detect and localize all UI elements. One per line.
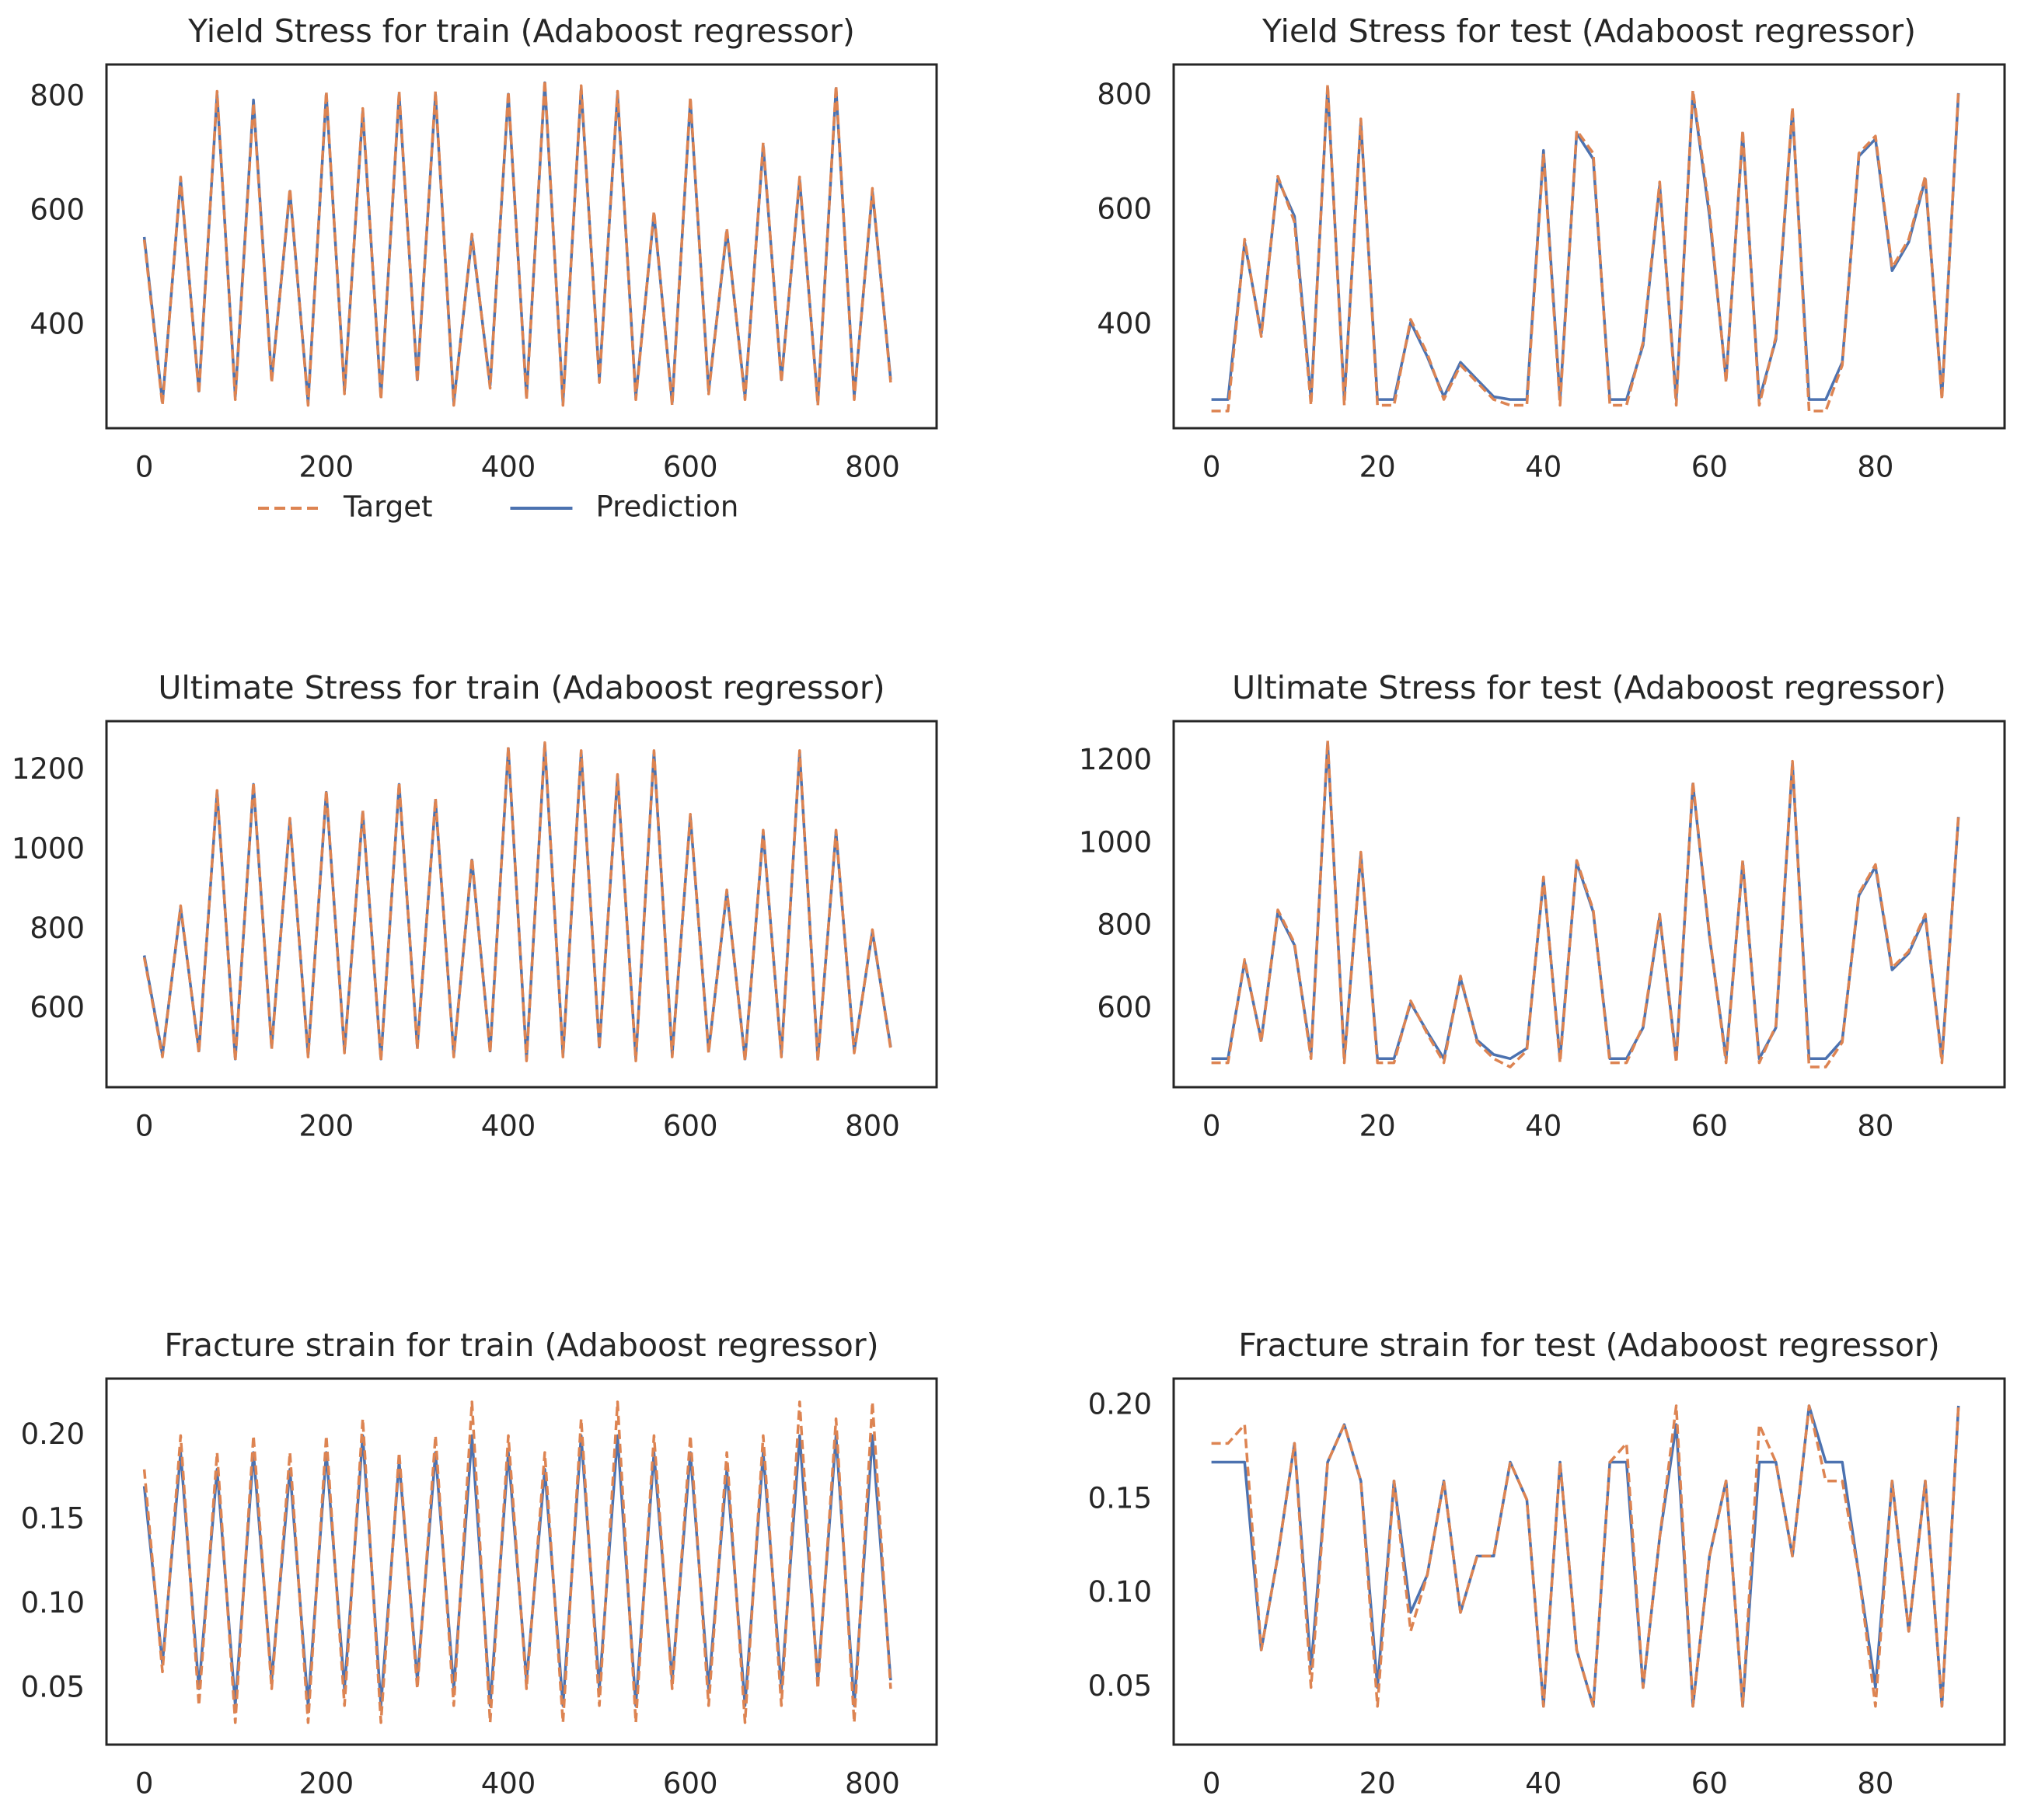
y-tick-label: 0.15	[1088, 1481, 1152, 1515]
x-tick-label: 200	[298, 1110, 354, 1143]
axes-frame	[105, 720, 938, 1089]
y-tick-label: 0.10	[21, 1586, 85, 1620]
y-tick-label: 600	[1097, 991, 1152, 1024]
x-tick-label: 600	[663, 1110, 718, 1143]
axes-frame	[1172, 720, 2006, 1089]
x-tick-label: 20	[1359, 1110, 1396, 1143]
x-tick-label: 80	[1857, 1110, 1893, 1143]
x-tick-label: 0	[1202, 451, 1221, 484]
data-line	[1211, 1404, 1960, 1708]
x-tick-label: 60	[1691, 1767, 1728, 1801]
x-tick-label: 60	[1691, 451, 1728, 484]
y-tick-label: 1200	[1079, 743, 1152, 776]
data-line	[142, 1400, 892, 1724]
x-tick-label: 0	[1202, 1767, 1221, 1801]
x-tick-label: 40	[1525, 1110, 1562, 1143]
x-tick-label: 800	[845, 1767, 900, 1801]
y-tick-label: 800	[30, 78, 85, 112]
y-tick-label: 0.15	[21, 1501, 85, 1535]
y-tick-label: 1000	[1079, 825, 1152, 859]
chart-title: Fracture strain for test (Adaboost regre…	[1238, 1327, 1940, 1364]
x-tick-label: 400	[481, 451, 536, 484]
data-line	[1211, 83, 1960, 413]
x-tick-label: 200	[298, 1767, 354, 1801]
y-tick-label: 800	[1097, 908, 1152, 942]
y-tick-label: 400	[30, 307, 85, 340]
y-tick-label: 1000	[12, 832, 85, 865]
legend-label: Prediction	[595, 490, 738, 524]
chart-title: Yield Stress for test (Adaboost regresso…	[1262, 12, 1916, 50]
y-tick-label: 0.05	[21, 1671, 85, 1704]
data-line	[1211, 1404, 1960, 1708]
x-tick-label: 80	[1857, 451, 1893, 484]
y-tick-label: 400	[1097, 307, 1152, 340]
y-tick-label: 600	[30, 193, 85, 226]
y-tick-label: 0.05	[1088, 1669, 1152, 1703]
chart-title: Ultimate Stress for test (Adaboost regre…	[1232, 669, 1946, 706]
chart-title: Yield Stress for train (Adaboost regress…	[187, 12, 855, 50]
x-tick-label: 40	[1525, 1767, 1562, 1801]
x-tick-label: 600	[663, 1767, 718, 1801]
x-tick-label: 20	[1359, 451, 1396, 484]
x-tick-label: 400	[481, 1767, 536, 1801]
data-line	[1211, 85, 1960, 401]
x-tick-label: 0	[135, 1110, 154, 1143]
y-tick-label: 800	[1097, 78, 1152, 111]
data-line	[142, 81, 892, 404]
axes-frame	[1172, 1377, 2006, 1746]
axes-frame	[105, 1377, 938, 1746]
x-tick-label: 40	[1525, 451, 1562, 484]
y-tick-label: 800	[30, 912, 85, 945]
axes-frame	[105, 63, 938, 430]
x-tick-label: 20	[1359, 1767, 1396, 1801]
y-tick-label: 0.10	[1088, 1575, 1152, 1609]
x-tick-label: 600	[663, 451, 718, 484]
chart-title: Fracture strain for train (Adaboost regr…	[164, 1327, 878, 1364]
legend-label: Target	[343, 490, 432, 524]
y-tick-label: 600	[30, 991, 85, 1024]
x-tick-label: 0	[1202, 1110, 1221, 1143]
x-tick-label: 400	[481, 1110, 536, 1143]
x-tick-label: 0	[135, 451, 154, 484]
x-tick-label: 60	[1691, 1110, 1728, 1143]
x-tick-label: 200	[298, 451, 354, 484]
x-tick-label: 80	[1857, 1767, 1893, 1801]
y-tick-label: 600	[1097, 192, 1152, 225]
y-tick-label: 0.20	[1088, 1388, 1152, 1421]
axes-frame	[1172, 63, 2006, 430]
data-line	[142, 78, 892, 407]
x-tick-label: 0	[135, 1767, 154, 1801]
data-line	[1211, 739, 1960, 1069]
x-tick-label: 800	[845, 1110, 900, 1143]
chart-title: Ultimate Stress for train (Adaboost regr…	[158, 669, 885, 706]
x-tick-label: 800	[845, 451, 900, 484]
y-tick-label: 0.20	[21, 1417, 85, 1451]
y-tick-label: 1200	[12, 752, 85, 786]
